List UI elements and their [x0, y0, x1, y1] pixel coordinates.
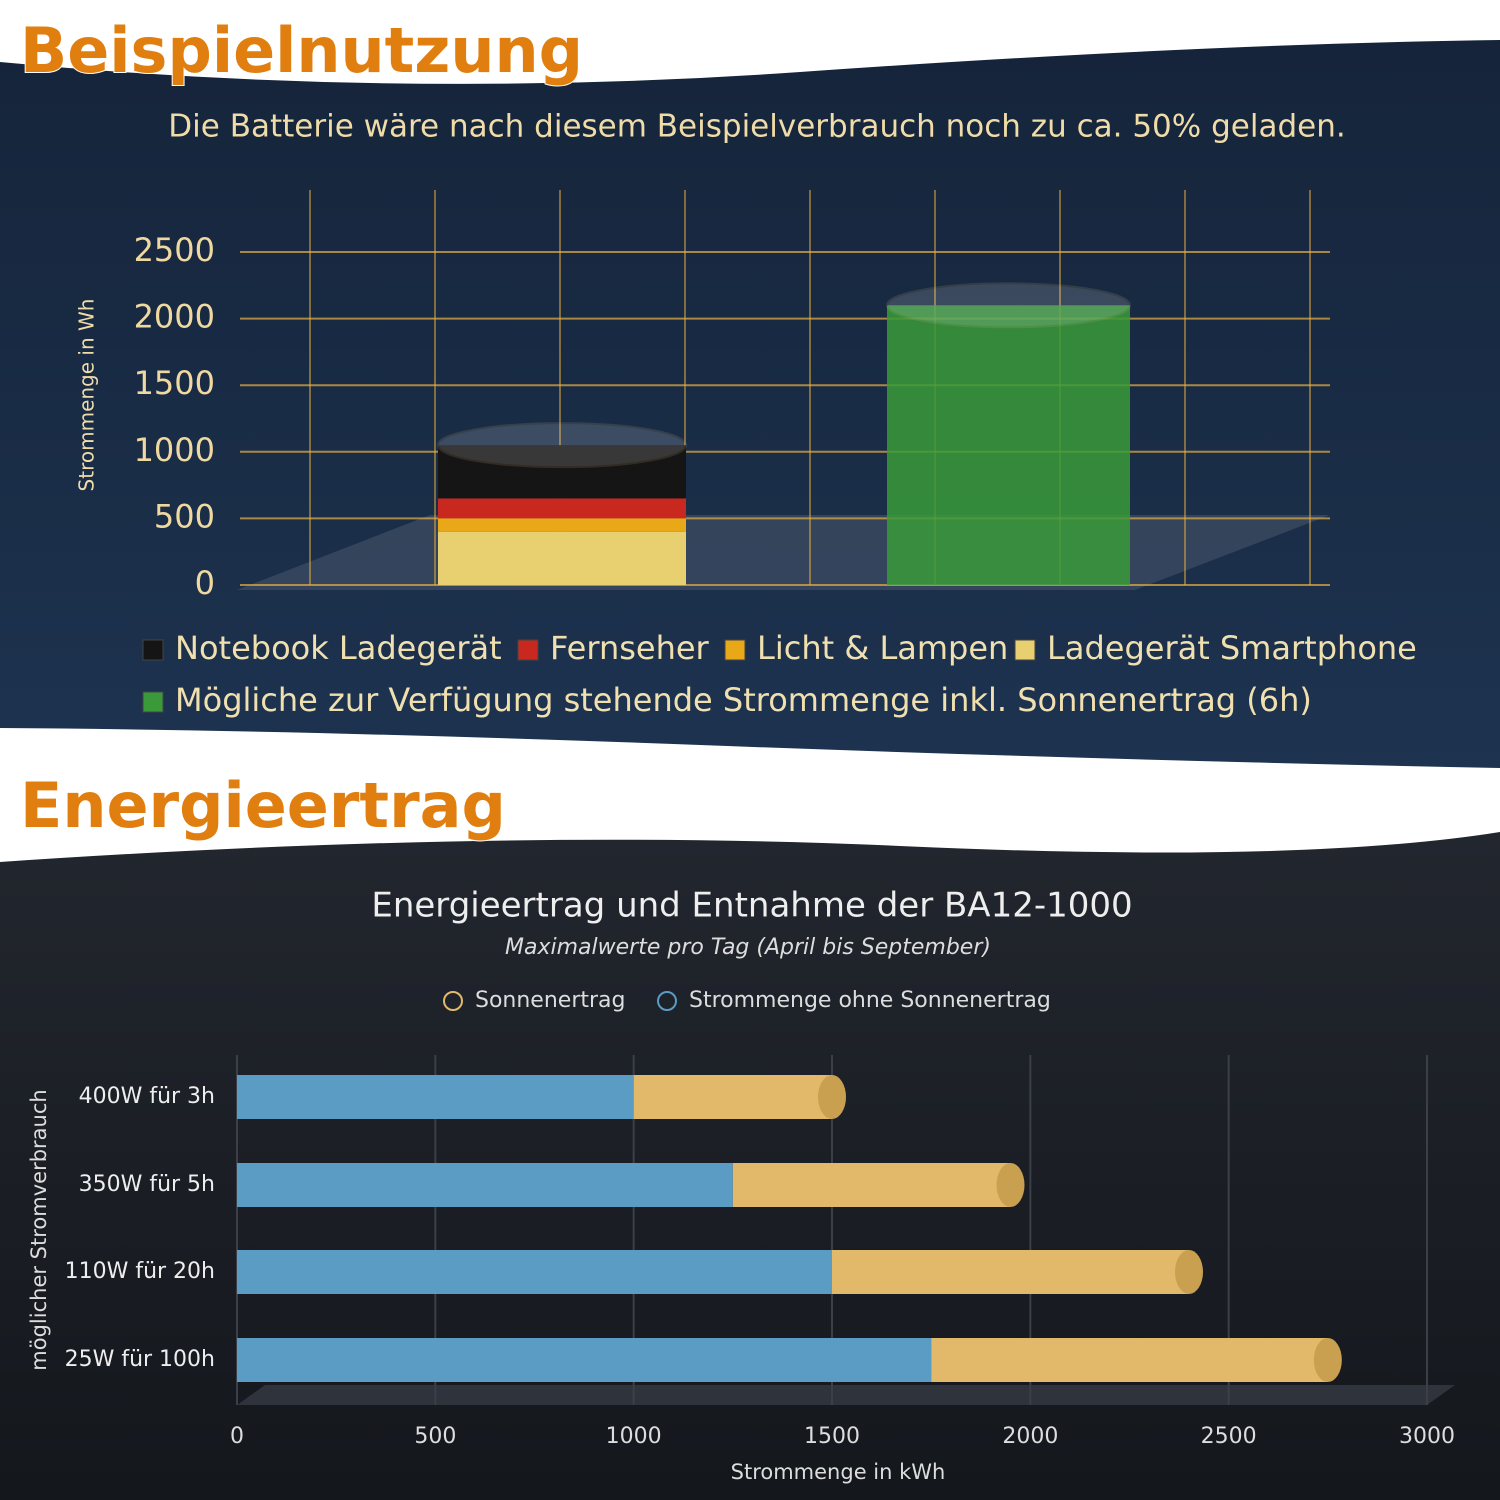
- legend-swatch: [142, 639, 164, 661]
- legend-swatch: [142, 691, 164, 713]
- y-tick-label: 2000: [134, 298, 215, 336]
- x-tick-label: 500: [414, 1424, 456, 1449]
- y-tick-label: 110W für 20h: [65, 1259, 215, 1284]
- legend-swatch: [517, 639, 539, 661]
- x-tick-label: 1000: [606, 1424, 662, 1449]
- bar-segment: [237, 1163, 733, 1207]
- heading: Energieertrag: [20, 769, 506, 842]
- bar-segment: [832, 1250, 1189, 1294]
- y-tick-label: 1500: [134, 364, 215, 402]
- legend-swatch: [1014, 639, 1036, 661]
- legend-label: Notebook Ladegerät: [175, 629, 502, 667]
- y-axis-label: Strommenge in Wh: [75, 299, 99, 492]
- chart-title: Energieertrag und Entnahme der BA12-1000: [371, 886, 1132, 926]
- y-tick-label: 25W für 100h: [65, 1347, 215, 1372]
- x-tick-label: 0: [230, 1424, 244, 1449]
- x-axis-label: Strommenge in kWh: [731, 1460, 946, 1484]
- bar-segment: [633, 1075, 832, 1119]
- bar-segment: [438, 498, 686, 519]
- bar-segment: [237, 1075, 634, 1119]
- legend-label: Mögliche zur Verfügung stehende Strommen…: [175, 681, 1312, 719]
- legend-icon: [443, 991, 463, 1011]
- cylinder-top: [437, 422, 687, 469]
- x-tick-label: 2000: [1002, 1424, 1058, 1449]
- legend-label: Fernseher: [550, 629, 710, 667]
- bar-cap: [1313, 1338, 1342, 1382]
- legend-label: Ladegerät Smartphone: [1047, 629, 1417, 667]
- y-axis-label: möglicher Stromverbrauch: [27, 1089, 51, 1370]
- y-tick-label: 1000: [134, 431, 215, 469]
- cylinder-top: [886, 282, 1131, 329]
- x-tick-label: 2500: [1201, 1424, 1257, 1449]
- bar-segment: [438, 531, 686, 585]
- bar-segment: [887, 305, 1130, 585]
- y-tick-label: 500: [154, 497, 215, 535]
- y-tick-label: 0: [195, 564, 215, 602]
- legend-label: Licht & Lampen: [757, 629, 1008, 667]
- heading: Beispielnutzung: [20, 14, 583, 87]
- chart-subtitle: Maximalwerte pro Tag (April bis Septembe…: [505, 935, 991, 960]
- legend-icon: [657, 991, 677, 1011]
- x-tick-label: 3000: [1399, 1424, 1455, 1449]
- x-tick-label: 1500: [804, 1424, 860, 1449]
- legend-swatch: [724, 639, 746, 661]
- bar-cap: [1175, 1250, 1203, 1294]
- legend-label: Sonnenertrag: [475, 988, 626, 1013]
- bar-segment: [438, 518, 686, 532]
- bar-cap: [996, 1163, 1025, 1207]
- bar-segment: [931, 1338, 1328, 1382]
- chart-title: Die Batterie wäre nach diesem Beispielve…: [168, 109, 1345, 145]
- floor: [237, 1385, 1455, 1405]
- bar-segment: [237, 1338, 932, 1382]
- bar-cap: [818, 1075, 846, 1119]
- bar-segment: [237, 1250, 832, 1294]
- y-tick-label: 350W für 5h: [79, 1172, 215, 1197]
- legend-label: Strommenge ohne Sonnenertrag: [689, 988, 1051, 1013]
- bar-segment: [438, 445, 686, 499]
- y-tick-label: 2500: [134, 231, 215, 269]
- bar-segment: [732, 1163, 1011, 1207]
- y-tick-label: 400W für 3h: [79, 1084, 215, 1109]
